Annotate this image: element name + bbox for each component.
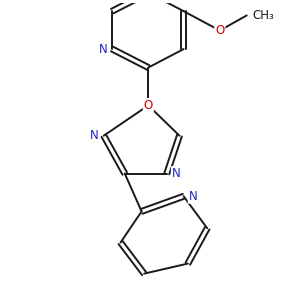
Text: CH₃: CH₃ (253, 9, 274, 22)
Text: N: N (99, 43, 108, 56)
Text: N: N (90, 129, 99, 142)
Text: N: N (172, 167, 181, 180)
Text: O: O (215, 24, 224, 37)
Text: N: N (189, 190, 197, 203)
Text: O: O (144, 99, 153, 112)
